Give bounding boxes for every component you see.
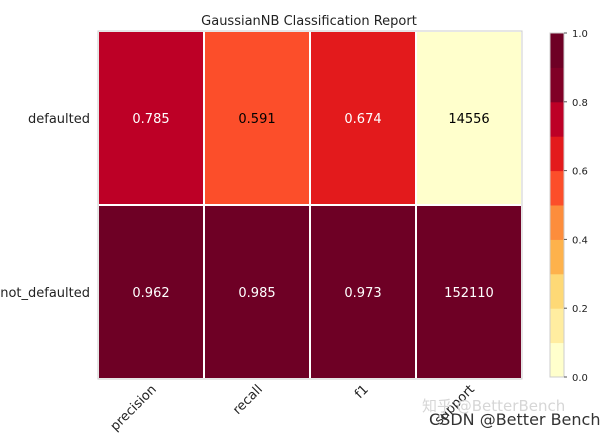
heatmap-cell [97,30,205,206]
colorbar-tick-label: 1.0 [572,29,588,40]
colorbar-tick-label: 0.2 [572,304,588,315]
cell-value-label: 14556 [448,112,489,127]
cell-value-label: 0.785 [132,112,169,127]
colorbar-segment [550,67,564,103]
row-label: not_defaulted [0,286,90,301]
cell-value-label: 0.591 [238,112,275,127]
colorbar-tick-label: 0.8 [572,98,588,109]
colorbar-segment [550,205,564,240]
cell-value-label: 0.985 [238,286,275,301]
colorbar-tick-label: 0.6 [572,167,588,178]
colorbar-segment [550,101,564,137]
cell-value-label: 0.674 [344,112,381,127]
column-label: precision [108,382,160,434]
colorbar-segment [550,342,564,378]
colorbar-segment [550,33,564,68]
heatmap-cell [203,30,311,206]
cell-value-label: 0.962 [132,286,169,301]
heatmap-cell [415,30,523,206]
colorbar-segment [550,273,564,309]
colorbar-border [549,32,565,378]
column-labels: precision recall f1 support [108,382,478,434]
colorbar-tick-label: 0.4 [572,235,588,246]
chart-title: GaussianNB Classification Report [201,14,417,29]
colorbar-segment [550,308,564,344]
colorbar-segment [550,239,564,275]
heatmap-cells: 0.785 0.591 0.674 14556 0.962 0.985 0.973 15211… [97,30,523,380]
column-label: recall [230,382,266,418]
cell-value-label: 0.973 [344,286,381,301]
colorbar-segment [550,136,564,172]
heatmap-border [97,30,523,380]
cell-value-label: 152110 [444,286,494,301]
heatmap-cell [203,204,311,380]
row-label: defaulted [28,112,90,127]
column-label: f1 [352,382,372,402]
column-label: support [432,382,478,428]
colorbar-tick-label: 0.0 [572,373,588,384]
heatmap-cell [415,204,523,380]
colorbar-segment [550,170,564,206]
colorbar: 0.0 0.2 0.4 0.6 0.8 1.0 [549,29,588,384]
row-labels: defaulted not_defaulted [0,112,90,301]
